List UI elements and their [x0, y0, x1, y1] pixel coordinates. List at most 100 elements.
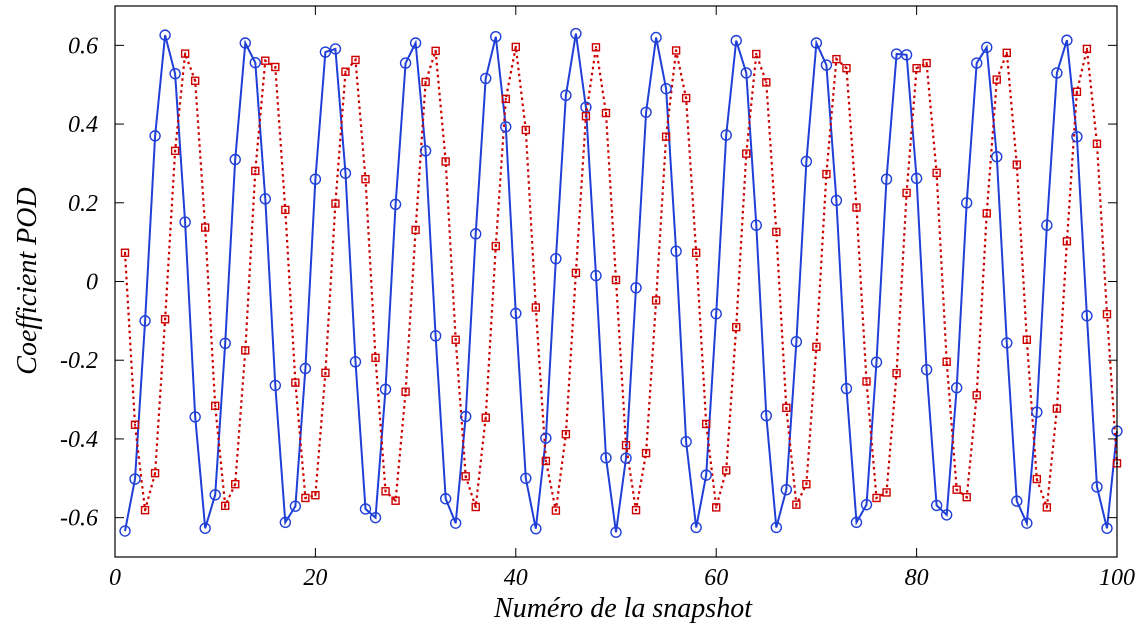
- series-2-point-dot: [584, 115, 587, 118]
- series-2-point: [852, 203, 861, 212]
- x-tick-label: 40: [504, 565, 528, 591]
- series-2-point: [140, 505, 150, 515]
- series-1-point: [1051, 67, 1063, 79]
- series-1-point: [920, 363, 933, 376]
- series-2-point: [701, 419, 711, 429]
- series-1-point: [219, 337, 231, 349]
- series-2-point-dot: [364, 178, 367, 181]
- series-1-point: [981, 41, 993, 54]
- series-1-point: [830, 194, 843, 207]
- series-2-point: [361, 174, 370, 184]
- series-2-point: [1052, 404, 1062, 413]
- series-2-point: [782, 403, 791, 413]
- series-2-point-dot: [645, 452, 648, 455]
- series-2-point: [802, 479, 811, 489]
- series-2-point: [571, 268, 581, 278]
- series-2-point: [882, 488, 891, 497]
- series-2-point: [932, 168, 941, 178]
- series-1-point: [319, 46, 332, 58]
- series-1-point: [750, 219, 762, 231]
- series-1-point: [1101, 522, 1113, 534]
- series-2-point-dot: [164, 318, 167, 321]
- series-1-point: [500, 121, 512, 133]
- y-axis-title: Coefficient POD: [12, 187, 43, 374]
- x-tick-label: 20: [303, 565, 327, 591]
- series-2-point-dot: [635, 509, 638, 512]
- series-1-point: [329, 43, 342, 55]
- series-1-point: [169, 67, 181, 80]
- series-2-point-dot: [174, 149, 177, 152]
- series-2-point: [722, 466, 731, 475]
- series-1-point: [870, 356, 883, 368]
- series-2-point-dot: [544, 459, 547, 462]
- series-2-point-dot: [154, 472, 157, 475]
- series-2-point: [251, 166, 260, 176]
- series-1-point: [189, 411, 201, 423]
- series-1-point: [971, 57, 983, 69]
- series-2-point: [190, 76, 200, 85]
- series-2-point-dot: [905, 191, 908, 194]
- series-2-point: [621, 441, 631, 450]
- series-1-point: [490, 30, 502, 43]
- series-2-point: [1022, 335, 1032, 344]
- series-2-point-dot: [204, 226, 207, 229]
- series-2-point: [942, 357, 951, 366]
- series-2-point-dot: [965, 496, 968, 499]
- series-1-line: [124, 33, 1118, 533]
- series-2-point: [210, 401, 220, 411]
- series-2-point-dot: [344, 70, 347, 73]
- series-1-point: [780, 483, 793, 496]
- series-2-point: [301, 493, 310, 503]
- series-2-point: [351, 55, 360, 65]
- series-2-point-dot: [805, 483, 808, 486]
- series-2-point: [862, 377, 871, 386]
- series-2-point-dot: [835, 58, 838, 61]
- series-2-point-dot: [244, 349, 247, 352]
- series-2-point: [481, 413, 490, 422]
- series-2-point: [581, 111, 591, 121]
- series-2-point-dot: [294, 381, 297, 384]
- series-1-point: [159, 29, 171, 41]
- series-2-point-dot: [775, 230, 778, 233]
- x-tick-label: 80: [905, 565, 929, 591]
- y-tick-label: -0.4: [60, 427, 98, 453]
- series-2-point: [531, 303, 541, 312]
- series-1-point: [229, 153, 241, 166]
- series-1-point: [1041, 219, 1053, 231]
- series-2-point-dot: [254, 169, 257, 172]
- series-2-point-dot: [955, 488, 958, 491]
- series-1-point: [1011, 495, 1023, 507]
- series-1-point: [289, 500, 302, 512]
- series-2-point-dot: [514, 45, 517, 48]
- series-2-point-dot: [875, 496, 878, 499]
- series-2-point-dot: [655, 299, 658, 302]
- series-1-point: [840, 382, 853, 395]
- series-2-point-dot: [885, 491, 888, 494]
- series-2-point: [1102, 309, 1112, 319]
- series-2-point: [952, 485, 961, 494]
- series-2-point-dot: [1065, 240, 1068, 243]
- series-2-point: [641, 448, 651, 458]
- series-2-point-dot: [1005, 51, 1008, 54]
- series-1-point: [1081, 310, 1093, 322]
- series-2-point-dot: [1085, 47, 1088, 50]
- series-2-point: [822, 169, 831, 179]
- series-2-point-dot: [825, 173, 828, 176]
- series-1-point: [419, 145, 432, 157]
- series-2-point-dot: [384, 490, 387, 493]
- series-1-point: [630, 282, 642, 294]
- series-2-point-dot: [474, 506, 477, 509]
- series-2-point: [982, 209, 991, 218]
- series-2-point: [511, 42, 520, 52]
- series-2-point-dot: [915, 67, 918, 70]
- series-1-point: [770, 521, 783, 534]
- series-1-point: [179, 216, 191, 228]
- series-1-point: [399, 57, 412, 69]
- series-1-point: [600, 452, 612, 464]
- series-2-point: [271, 62, 280, 72]
- x-tick-label: 100: [1099, 565, 1135, 591]
- series-2-point-dot: [134, 423, 137, 426]
- series-2-point: [491, 241, 500, 251]
- series-2-point: [681, 93, 691, 103]
